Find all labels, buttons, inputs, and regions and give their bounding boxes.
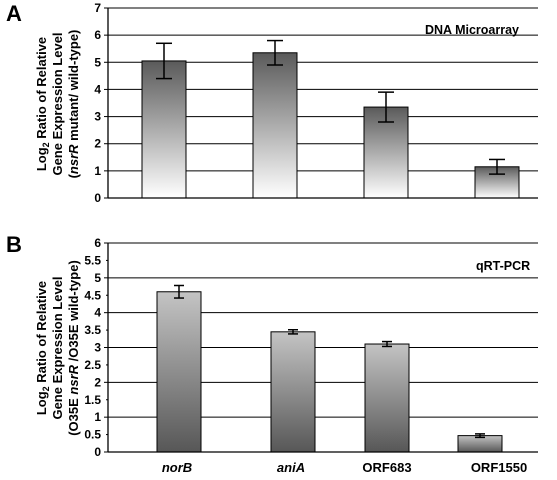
error-bar-orf1550	[489, 158, 505, 175]
y-tick-label: 1	[94, 410, 101, 424]
panel-b-ylabel-line2: Gene Expression Level	[50, 276, 65, 419]
panel-a-ylabel-line3: (nsrR mutant/ wild-type)	[66, 30, 81, 179]
panel-b-y-ticks: 0 1 2 3 4 5 6 0.5 1.5 2.5 3.5 4.5 5.5	[84, 236, 108, 459]
error-bar-norb	[174, 284, 184, 299]
panel-a-y-axis-label: Log2 Ratio of Relative Gene Expression L…	[34, 30, 81, 179]
y-tick-label: 0.5	[84, 428, 101, 442]
y-tick-label: 0	[94, 191, 101, 205]
y-tick-label: 5.5	[84, 253, 101, 267]
panel-a-chart: A 0 1 2 3 4 5 6 7 DNA Microarray Log2 Ratio of …	[6, 1, 538, 205]
panel-a-bars	[141, 39, 520, 199]
y-tick-label: 6	[94, 236, 101, 250]
panel-b-chart: B 0 1 2 3 4 5 6 0.5 1.5 2.5 3.5 4.5 5.5 qRT-PCR Log2…	[6, 232, 538, 459]
y-tick-label: 3	[94, 110, 101, 124]
y-tick-label: 4	[94, 306, 101, 320]
panel-a-ylabel-line1: Log2 Ratio of Relative	[34, 37, 51, 171]
y-tick-label: 7	[94, 1, 101, 15]
y-tick-label: 2.5	[84, 358, 101, 372]
panel-b-bars	[156, 284, 503, 453]
error-bar-orf1550	[475, 433, 485, 439]
category-label-norb: norB	[162, 460, 192, 475]
panel-a-ylabel-line2: Gene Expression Level	[50, 32, 65, 175]
y-tick-label: 2	[94, 375, 101, 389]
y-tick-label: 5	[94, 271, 101, 285]
error-bar-orf683	[378, 91, 394, 123]
y-tick-label: 2	[94, 137, 101, 151]
panel-b-method-label: qRT-PCR	[476, 259, 530, 273]
panel-a-method-label: DNA Microarray	[425, 23, 519, 37]
panel-b-ylabel-line1: Log2 Ratio of Relative	[34, 281, 51, 415]
panel-b-ylabel-line3: (O35E nsrR /O35E wild-type)	[66, 260, 81, 436]
panel-b-y-axis-label: Log2 Ratio of Relative Gene Expression L…	[34, 260, 81, 436]
y-tick-label: 4	[94, 82, 101, 96]
y-tick-label: 5	[94, 55, 101, 69]
category-label-ania: aniA	[277, 460, 305, 475]
panel-a-letter: A	[6, 1, 22, 26]
panel-b-letter: B	[6, 232, 22, 257]
panel-a-y-ticks: 0 1 2 3 4 5 6 7	[94, 1, 108, 205]
y-tick-label: 3.5	[84, 323, 101, 337]
error-bar-ania	[267, 39, 283, 66]
bar-norb	[156, 291, 202, 453]
bar-orf683	[363, 106, 409, 199]
y-tick-label: 1	[94, 164, 101, 178]
y-tick-label: 3	[94, 341, 101, 355]
y-tick-label: 1.5	[84, 393, 101, 407]
error-bar-ania	[288, 328, 298, 335]
error-bar-orf683	[382, 340, 392, 348]
x-category-labels: norB aniA ORF683 ORF1550	[162, 460, 527, 475]
y-tick-label: 6	[94, 28, 101, 42]
category-label-orf683: ORF683	[362, 460, 411, 475]
y-tick-label: 4.5	[84, 288, 101, 302]
error-bar-norb	[156, 42, 172, 80]
bar-ania	[252, 52, 298, 199]
bar-norb	[141, 60, 187, 199]
bar-ania	[270, 331, 316, 453]
y-tick-label: 0	[94, 445, 101, 459]
bar-orf683	[364, 343, 410, 453]
category-label-orf1550: ORF1550	[471, 460, 527, 475]
